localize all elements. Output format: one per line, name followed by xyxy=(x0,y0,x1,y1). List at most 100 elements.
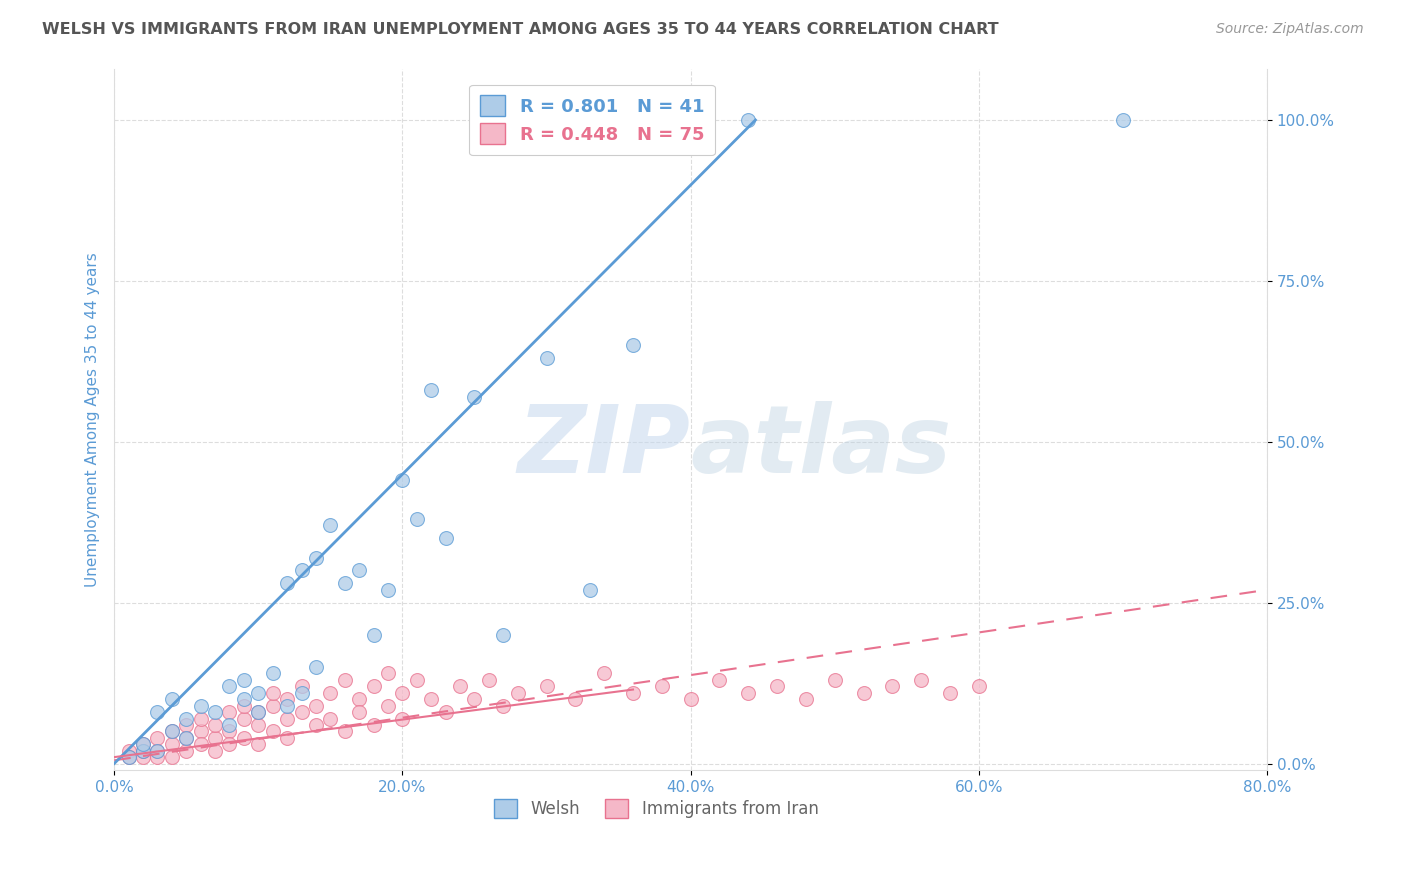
Point xyxy=(319,518,342,533)
Point xyxy=(910,673,932,687)
Point xyxy=(377,582,399,597)
Point xyxy=(709,673,731,687)
Y-axis label: Unemployment Among Ages 35 to 44 years: Unemployment Among Ages 35 to 44 years xyxy=(86,252,100,587)
Point xyxy=(247,737,270,751)
Point xyxy=(305,718,328,732)
Point xyxy=(290,679,312,693)
Point xyxy=(536,679,558,693)
Point xyxy=(290,564,312,578)
Point xyxy=(347,564,370,578)
Point xyxy=(319,712,342,726)
Point xyxy=(651,679,673,693)
Point xyxy=(204,744,226,758)
Point xyxy=(190,698,212,713)
Point xyxy=(852,686,875,700)
Text: Source: ZipAtlas.com: Source: ZipAtlas.com xyxy=(1216,22,1364,37)
Point xyxy=(132,744,155,758)
Point xyxy=(132,744,155,758)
Point xyxy=(117,750,139,764)
Point xyxy=(737,686,759,700)
Point xyxy=(117,750,139,764)
Point xyxy=(333,724,356,739)
Point xyxy=(276,712,298,726)
Point xyxy=(363,679,385,693)
Point xyxy=(737,113,759,128)
Point xyxy=(146,744,169,758)
Point xyxy=(262,724,284,739)
Point xyxy=(882,679,904,693)
Text: ZIP: ZIP xyxy=(517,401,690,493)
Point xyxy=(174,712,197,726)
Point xyxy=(276,576,298,591)
Point xyxy=(967,679,990,693)
Point xyxy=(174,731,197,745)
Point xyxy=(247,718,270,732)
Point xyxy=(449,679,471,693)
Point xyxy=(578,582,600,597)
Point xyxy=(146,750,169,764)
Point xyxy=(204,731,226,745)
Point xyxy=(305,660,328,674)
Point xyxy=(247,686,270,700)
Point xyxy=(174,744,197,758)
Point xyxy=(305,698,328,713)
Point xyxy=(347,705,370,719)
Point xyxy=(174,718,197,732)
Point xyxy=(290,686,312,700)
Point xyxy=(1112,113,1135,128)
Point xyxy=(434,705,457,719)
Point xyxy=(262,698,284,713)
Point xyxy=(679,113,702,128)
Point xyxy=(492,628,515,642)
Point xyxy=(146,731,169,745)
Point xyxy=(160,692,183,706)
Point xyxy=(262,666,284,681)
Point xyxy=(593,666,616,681)
Point xyxy=(276,692,298,706)
Point xyxy=(420,692,443,706)
Point xyxy=(391,686,413,700)
Point xyxy=(174,731,197,745)
Point xyxy=(391,712,413,726)
Point xyxy=(146,705,169,719)
Point xyxy=(218,737,240,751)
Point xyxy=(434,531,457,545)
Point xyxy=(463,390,485,404)
Point xyxy=(232,673,254,687)
Point xyxy=(190,737,212,751)
Point xyxy=(247,705,270,719)
Text: atlas: atlas xyxy=(690,401,952,493)
Point xyxy=(160,724,183,739)
Point xyxy=(536,351,558,365)
Point xyxy=(276,731,298,745)
Point xyxy=(333,576,356,591)
Point xyxy=(564,692,586,706)
Text: WELSH VS IMMIGRANTS FROM IRAN UNEMPLOYMENT AMONG AGES 35 TO 44 YEARS CORRELATION: WELSH VS IMMIGRANTS FROM IRAN UNEMPLOYME… xyxy=(42,22,998,37)
Point xyxy=(132,737,155,751)
Point xyxy=(939,686,962,700)
Point xyxy=(794,692,817,706)
Point xyxy=(824,673,846,687)
Point xyxy=(363,718,385,732)
Point xyxy=(347,692,370,706)
Point xyxy=(132,750,155,764)
Point xyxy=(766,679,789,693)
Point xyxy=(204,705,226,719)
Point xyxy=(305,550,328,565)
Point xyxy=(247,705,270,719)
Point xyxy=(290,705,312,719)
Point xyxy=(405,512,427,526)
Point xyxy=(232,712,254,726)
Point xyxy=(621,338,644,352)
Point xyxy=(218,718,240,732)
Point xyxy=(621,686,644,700)
Legend: Welsh, Immigrants from Iran: Welsh, Immigrants from Iran xyxy=(486,792,825,825)
Point xyxy=(420,384,443,398)
Point xyxy=(146,744,169,758)
Point xyxy=(218,705,240,719)
Point xyxy=(232,692,254,706)
Point xyxy=(478,673,501,687)
Point xyxy=(276,698,298,713)
Point xyxy=(377,698,399,713)
Point xyxy=(190,724,212,739)
